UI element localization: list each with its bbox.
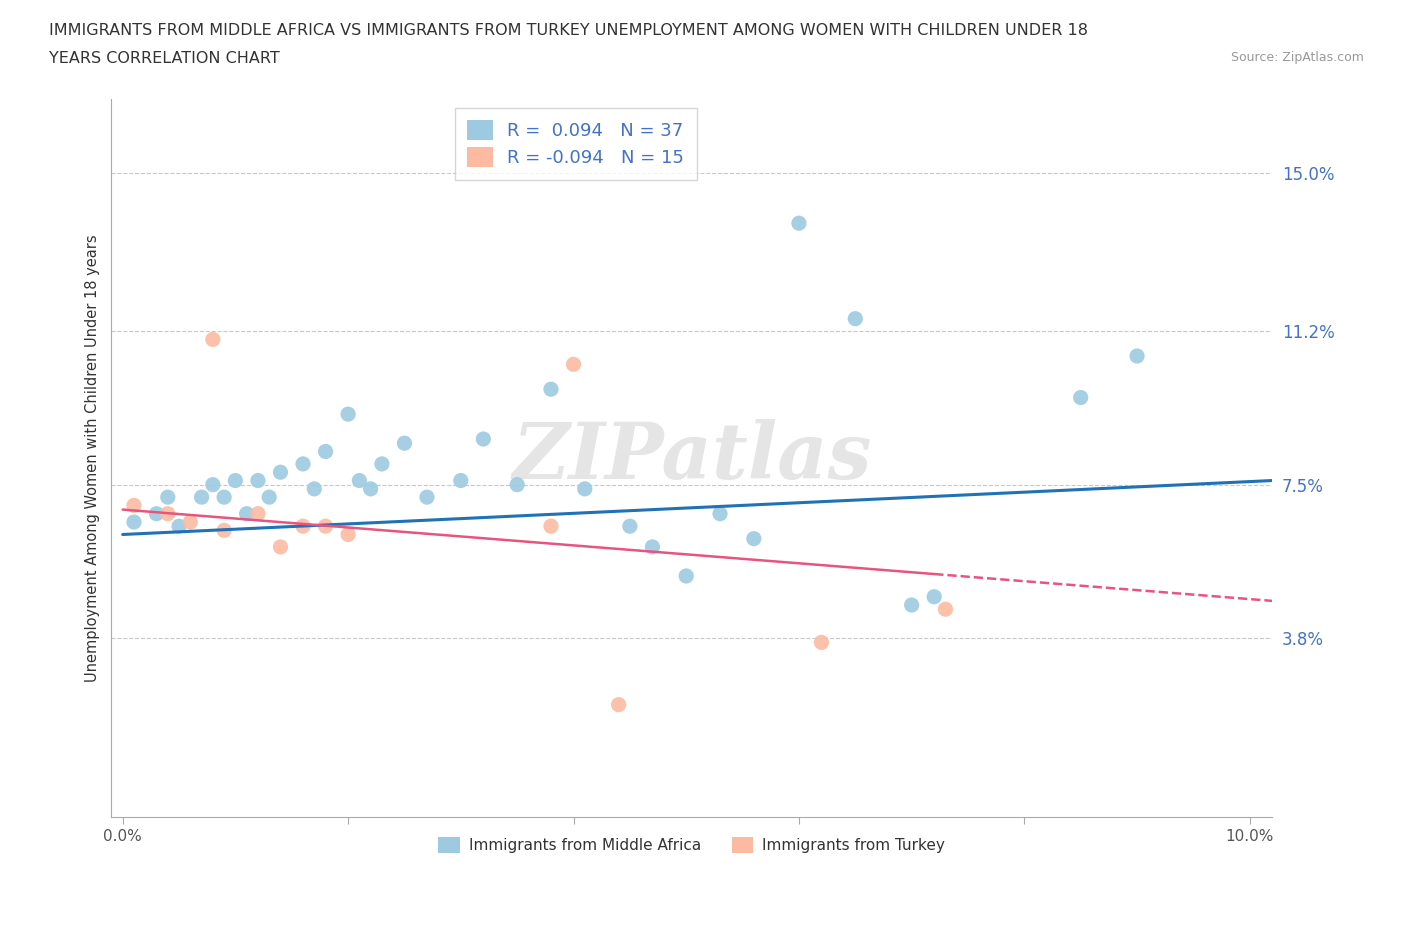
Point xyxy=(190,490,212,505)
Point xyxy=(450,473,472,488)
Point xyxy=(934,602,956,617)
Point xyxy=(156,506,179,521)
Text: Source: ZipAtlas.com: Source: ZipAtlas.com xyxy=(1230,51,1364,64)
Point xyxy=(246,473,269,488)
Point xyxy=(900,598,922,613)
Point xyxy=(371,457,394,472)
Point xyxy=(675,568,697,583)
Point xyxy=(269,465,291,480)
Point xyxy=(1070,390,1092,405)
Point xyxy=(337,527,360,542)
Point xyxy=(122,498,145,512)
Point xyxy=(122,514,145,529)
Point xyxy=(810,635,832,650)
Legend: Immigrants from Middle Africa, Immigrants from Turkey: Immigrants from Middle Africa, Immigrant… xyxy=(432,830,952,859)
Point xyxy=(212,523,235,538)
Point xyxy=(607,698,630,712)
Point xyxy=(619,519,641,534)
Point xyxy=(641,539,664,554)
Point xyxy=(269,539,291,554)
Point xyxy=(540,519,562,534)
Point xyxy=(224,473,246,488)
Point xyxy=(337,406,360,421)
Point xyxy=(472,432,495,446)
Point xyxy=(506,477,529,492)
Point xyxy=(292,457,315,472)
Point xyxy=(787,216,810,231)
Point xyxy=(235,506,257,521)
Point xyxy=(257,490,280,505)
Point xyxy=(179,514,201,529)
Y-axis label: Unemployment Among Women with Children Under 18 years: Unemployment Among Women with Children U… xyxy=(86,233,100,682)
Point xyxy=(574,482,596,497)
Point xyxy=(742,531,765,546)
Point xyxy=(562,357,585,372)
Point xyxy=(315,444,337,458)
Point xyxy=(1126,349,1149,364)
Point xyxy=(315,519,337,534)
Point xyxy=(201,332,224,347)
Point xyxy=(709,506,731,521)
Point xyxy=(360,482,382,497)
Point xyxy=(201,477,224,492)
Text: ZIPatlas: ZIPatlas xyxy=(512,419,872,496)
Point xyxy=(922,590,945,604)
Point xyxy=(212,490,235,505)
Point xyxy=(156,490,179,505)
Point xyxy=(292,519,315,534)
Point xyxy=(394,436,416,451)
Point xyxy=(246,506,269,521)
Text: IMMIGRANTS FROM MIDDLE AFRICA VS IMMIGRANTS FROM TURKEY UNEMPLOYMENT AMONG WOMEN: IMMIGRANTS FROM MIDDLE AFRICA VS IMMIGRA… xyxy=(49,23,1088,38)
Point xyxy=(167,519,190,534)
Point xyxy=(304,482,326,497)
Point xyxy=(416,490,439,505)
Text: YEARS CORRELATION CHART: YEARS CORRELATION CHART xyxy=(49,51,280,66)
Point xyxy=(540,382,562,397)
Point xyxy=(349,473,371,488)
Point xyxy=(145,506,167,521)
Point xyxy=(844,312,866,326)
